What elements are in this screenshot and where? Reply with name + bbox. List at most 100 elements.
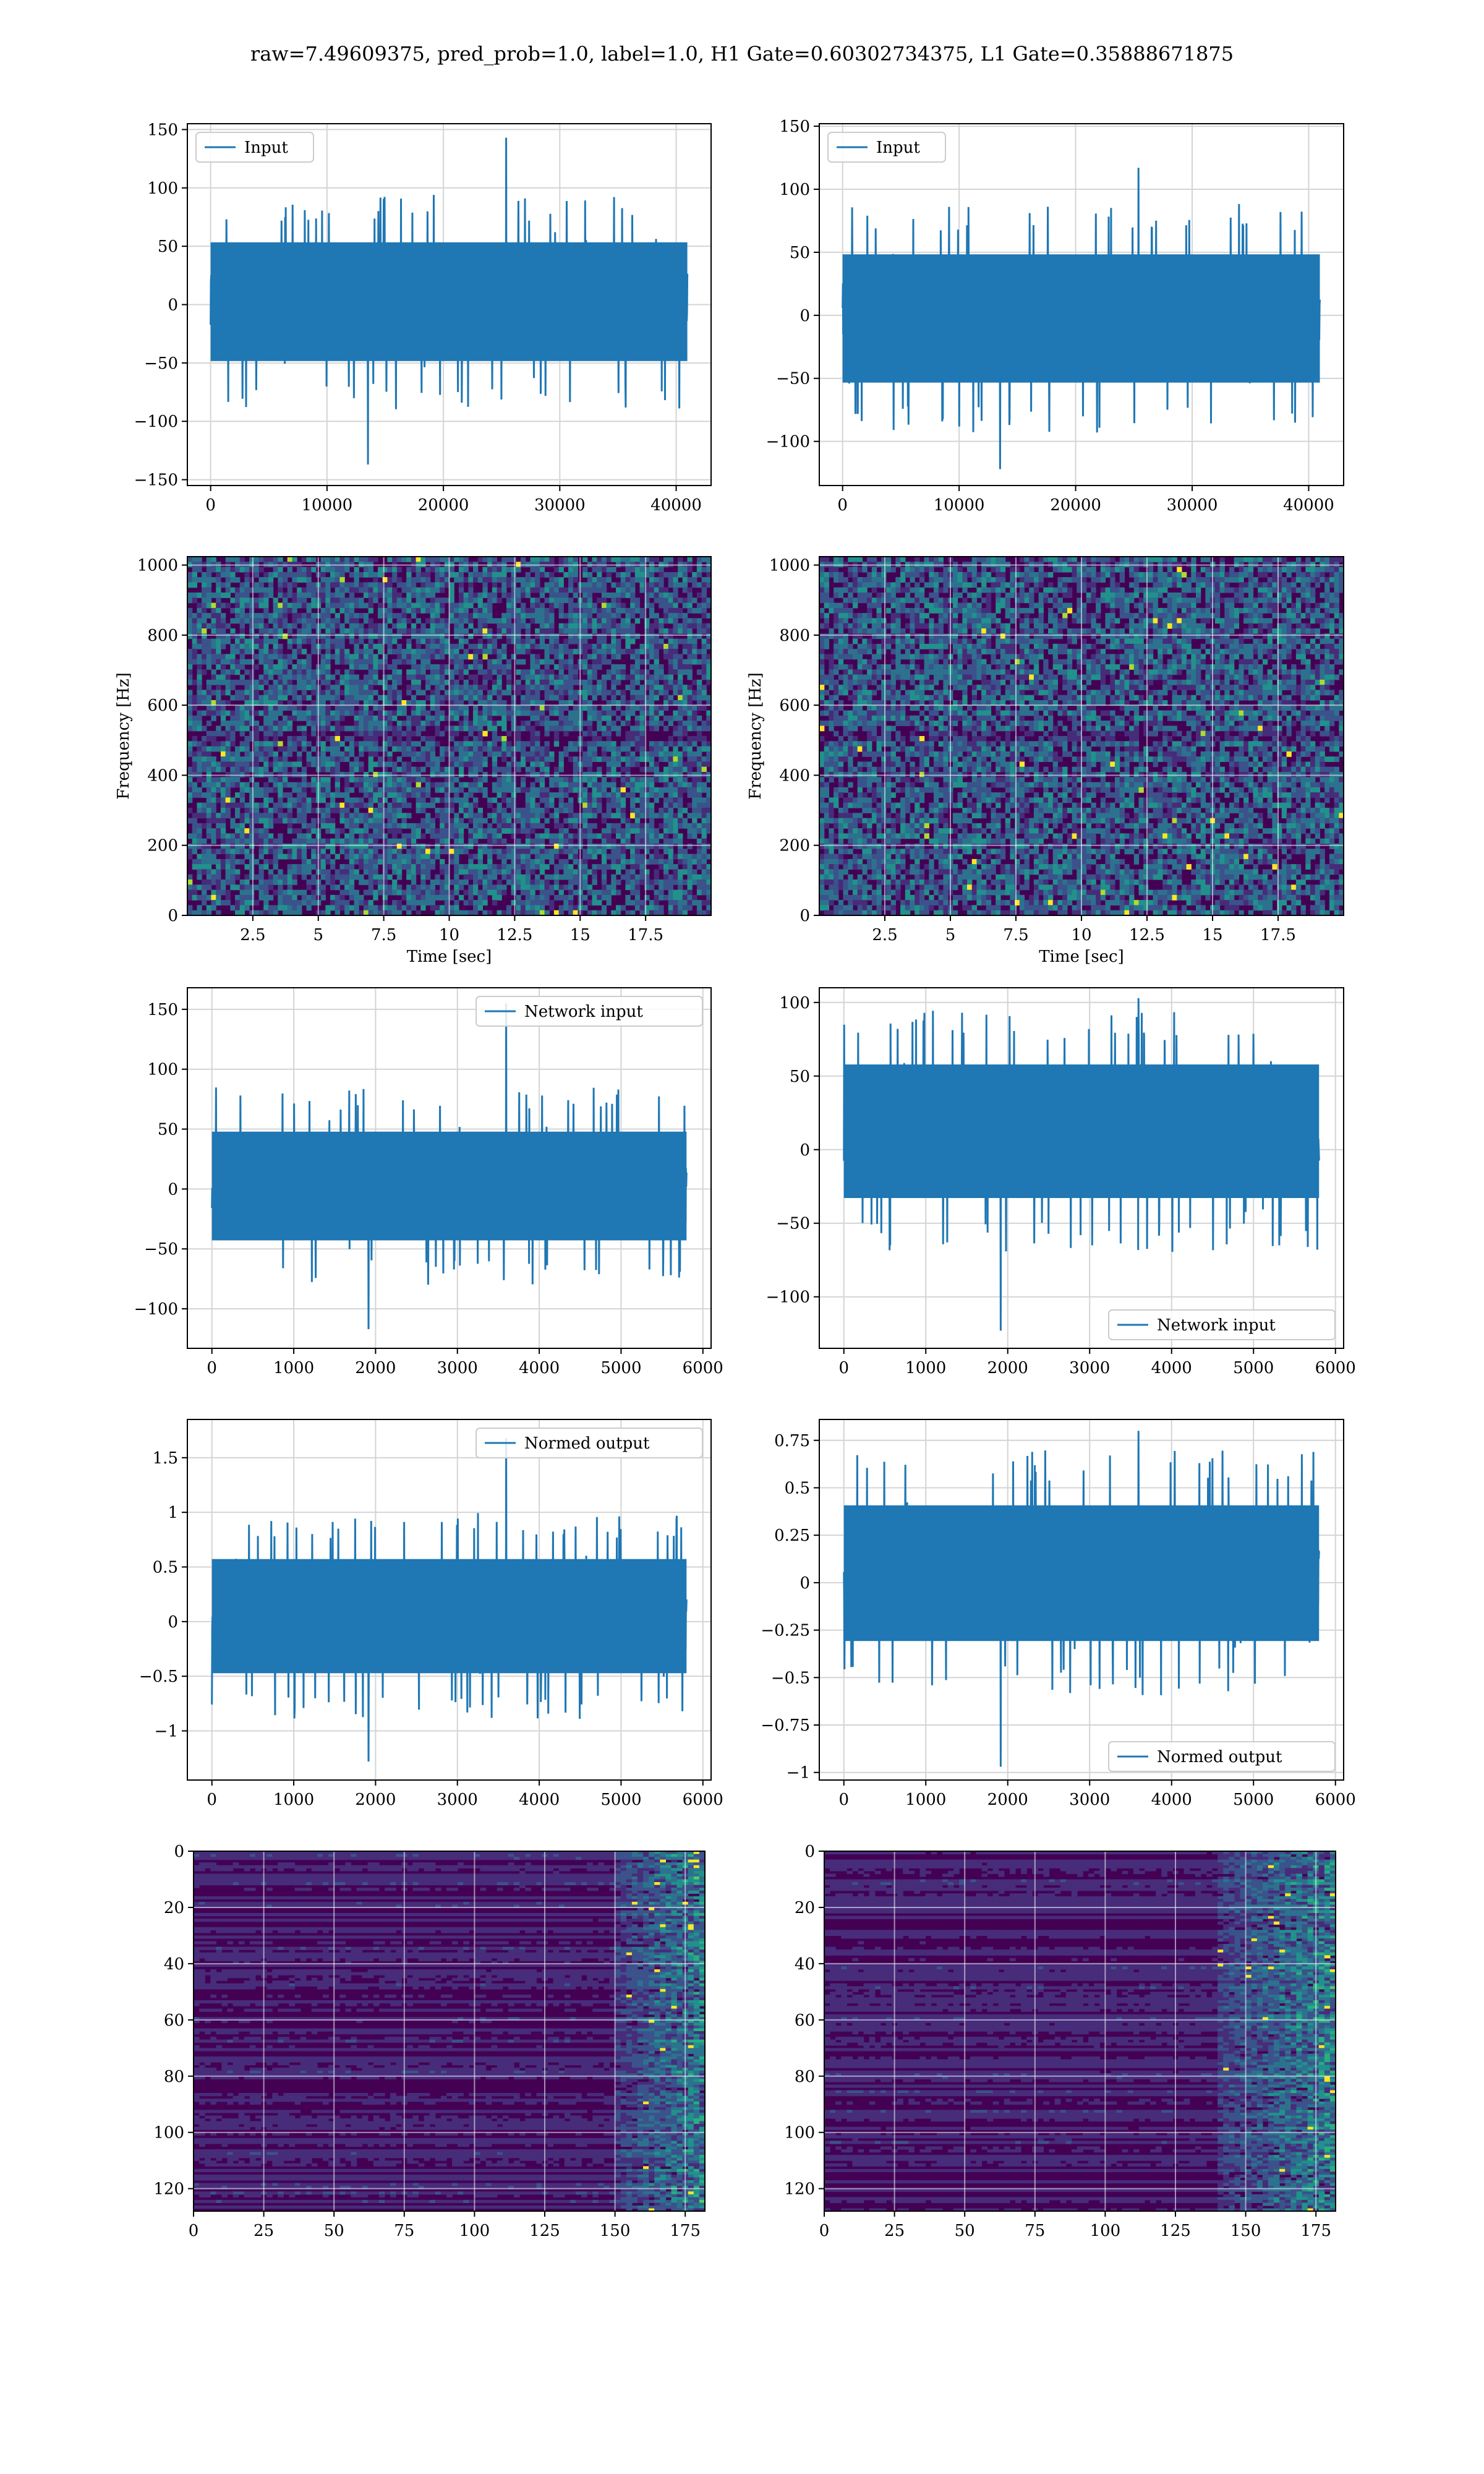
x-tick-label: 1000 bbox=[905, 1359, 946, 1377]
x-tick-label: 100 bbox=[1090, 2222, 1121, 2240]
x-tick-label: 100 bbox=[459, 2222, 490, 2240]
y-tick-label: −0.25 bbox=[761, 1622, 810, 1640]
y-tick-label: −1 bbox=[155, 1723, 178, 1741]
series-core-band bbox=[212, 1132, 687, 1241]
x-tick-label: 15 bbox=[570, 926, 591, 944]
y-tick-label: −100 bbox=[134, 413, 178, 431]
series-core-band bbox=[212, 1559, 687, 1674]
x-tick-label: 3000 bbox=[437, 1791, 478, 1809]
chart-normed-output-l1: 0 1000 2000 3000 4000 5000 6000−1−0.75−0.5−0.2… bbox=[761, 1419, 1356, 1809]
chart-input-h1: 0 10000 20000 30000 40000−150−100−5005010015… bbox=[134, 121, 711, 515]
y-tick-label: 400 bbox=[147, 766, 178, 785]
x-tick-label: 12.5 bbox=[497, 926, 532, 944]
x-tick-label: 10 bbox=[439, 926, 459, 944]
legend: Network input bbox=[476, 996, 702, 1026]
legend-label: Normed output bbox=[524, 1434, 650, 1453]
y-tick-label: −50 bbox=[144, 354, 178, 373]
y-tick-label: 200 bbox=[147, 837, 178, 855]
y-tick-label: 20 bbox=[164, 1899, 184, 1917]
x-tick-label: 5000 bbox=[1233, 1359, 1274, 1377]
x-tick-label: 5000 bbox=[600, 1791, 641, 1809]
y-tick-label: 0 bbox=[800, 1574, 810, 1593]
x-tick-label: 150 bbox=[1230, 2222, 1261, 2240]
y-tick-label: 0.25 bbox=[774, 1526, 810, 1545]
y-tick-label: −100 bbox=[134, 1300, 178, 1319]
y-tick-label: 1 bbox=[168, 1504, 178, 1522]
chart-normed-output-h1: 0 1000 2000 3000 4000 5000 6000−1−0.500.511.5N… bbox=[139, 1419, 723, 1809]
x-tick-label: 0 bbox=[207, 1791, 217, 1809]
x-tick-label: 175 bbox=[1300, 2222, 1331, 2240]
y-tick-label: 0.75 bbox=[774, 1432, 810, 1450]
y-tick-label: −50 bbox=[776, 370, 810, 388]
x-tick-label: 12.5 bbox=[1129, 926, 1165, 944]
x-tick-label: 1000 bbox=[273, 1791, 314, 1809]
x-tick-label: 30000 bbox=[1167, 496, 1218, 515]
x-tick-label: 40000 bbox=[650, 496, 702, 515]
x-tick-label: 2000 bbox=[355, 1791, 396, 1809]
x-tick-label: 3000 bbox=[437, 1359, 478, 1377]
y-tick-label: 0 bbox=[800, 1141, 810, 1160]
x-axis-label: Time [sec] bbox=[407, 948, 492, 966]
y-tick-label: 50 bbox=[790, 1068, 810, 1086]
x-tick-label: 0 bbox=[205, 496, 216, 515]
x-tick-label: 6000 bbox=[683, 1359, 723, 1377]
x-tick-label: 7.5 bbox=[1003, 926, 1028, 944]
heatmap-cells bbox=[824, 1851, 1336, 2212]
x-tick-label: 30000 bbox=[534, 496, 586, 515]
chart-network-input-h1: 0 1000 2000 3000 4000 5000 6000−100−5005010015… bbox=[134, 988, 723, 1377]
legend-label: Input bbox=[244, 139, 288, 157]
x-tick-label: 2.5 bbox=[872, 926, 897, 944]
legend: Normed output bbox=[476, 1428, 702, 1458]
x-tick-label: 10000 bbox=[934, 496, 985, 515]
y-tick-label: 80 bbox=[795, 2068, 815, 2086]
y-tick-label: 0 bbox=[174, 1843, 184, 1861]
x-tick-label: 0 bbox=[189, 2222, 199, 2240]
y-tick-label: 60 bbox=[795, 2011, 815, 2030]
y-tick-label: 1.5 bbox=[153, 1449, 178, 1468]
y-tick-label: 150 bbox=[147, 121, 178, 139]
y-tick-label: 0 bbox=[804, 1843, 815, 1861]
x-tick-label: 0 bbox=[207, 1359, 217, 1377]
x-tick-label: 2.5 bbox=[240, 926, 265, 944]
y-tick-label: −100 bbox=[766, 1288, 810, 1307]
x-tick-label: 17.5 bbox=[1260, 926, 1296, 944]
x-tick-label: 6000 bbox=[1315, 1359, 1356, 1377]
x-tick-label: 175 bbox=[670, 2222, 701, 2240]
legend-label: Network input bbox=[524, 1003, 643, 1021]
x-tick-label: 4000 bbox=[519, 1359, 560, 1377]
x-tick-label: 50 bbox=[324, 2222, 344, 2240]
y-tick-label: −150 bbox=[134, 471, 178, 490]
x-tick-label: 4000 bbox=[1151, 1359, 1192, 1377]
y-tick-label: −50 bbox=[144, 1240, 178, 1259]
y-tick-label: 400 bbox=[779, 766, 810, 785]
x-tick-label: 2000 bbox=[987, 1791, 1028, 1809]
series-core-band bbox=[844, 1064, 1320, 1198]
y-tick-label: 600 bbox=[147, 696, 178, 715]
x-tick-label: 2000 bbox=[987, 1359, 1028, 1377]
y-tick-label: 150 bbox=[147, 1001, 178, 1019]
chart-input-l1: 0 10000 20000 30000 40000−100−50050100150Inp… bbox=[766, 118, 1344, 515]
y-tick-label: −0.5 bbox=[139, 1667, 178, 1686]
y-tick-label: 50 bbox=[790, 244, 810, 262]
x-tick-label: 10000 bbox=[302, 496, 353, 515]
x-tick-label: 125 bbox=[529, 2222, 560, 2240]
x-tick-label: 5 bbox=[313, 926, 323, 944]
x-tick-label: 75 bbox=[394, 2222, 414, 2240]
x-axis-label: Time [sec] bbox=[1039, 948, 1124, 966]
x-tick-label: 5 bbox=[945, 926, 956, 944]
y-tick-label: 100 bbox=[153, 2124, 184, 2142]
y-tick-label: 0 bbox=[800, 907, 810, 925]
legend: Network input bbox=[1109, 1310, 1335, 1340]
y-tick-label: 0 bbox=[168, 907, 178, 925]
y-tick-label: 800 bbox=[147, 627, 178, 645]
y-tick-label: 100 bbox=[779, 181, 810, 199]
y-tick-label: 20 bbox=[795, 1899, 815, 1917]
x-tick-label: 6000 bbox=[683, 1791, 723, 1809]
y-tick-label: −100 bbox=[766, 433, 810, 452]
heatmap-cells bbox=[194, 1851, 706, 2212]
y-tick-label: 100 bbox=[147, 1061, 178, 1079]
y-tick-label: 120 bbox=[153, 2180, 184, 2199]
chart-spectrogram-h1: 2.5 5 7.5 10 12.5 15 17.502004006008001000Time… bbox=[114, 557, 712, 966]
x-tick-label: 5000 bbox=[600, 1359, 641, 1377]
legend-label: Network input bbox=[1157, 1316, 1276, 1335]
